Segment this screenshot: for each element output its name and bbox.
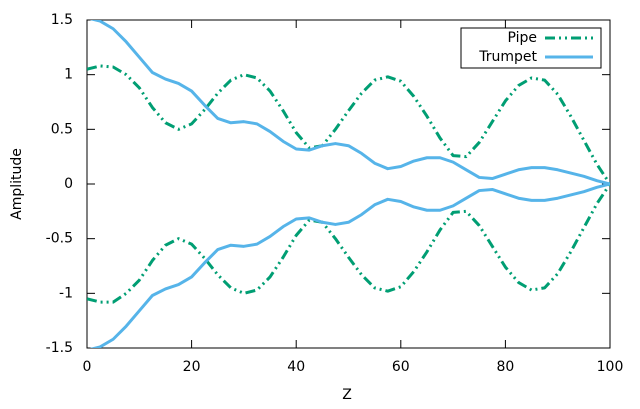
y-tick-label: 0 — [64, 176, 73, 192]
legend-label: Pipe — [507, 30, 537, 46]
series-line — [89, 20, 610, 186]
x-tick-label: 80 — [496, 359, 514, 375]
y-tick-label: 0.5 — [51, 121, 73, 137]
plot-area — [87, 20, 610, 348]
y-tick-label: 1.5 — [51, 12, 73, 28]
y-tick-label: -0.5 — [46, 231, 73, 247]
x-tick-label: 20 — [183, 359, 201, 375]
x-tick-label: 40 — [287, 359, 305, 375]
y-tick-label: 1 — [64, 67, 73, 83]
plot-frame — [86, 19, 611, 349]
x-tick-label: 60 — [392, 359, 410, 375]
series-line — [87, 64, 610, 185]
legend-box — [460, 27, 602, 69]
x-tick-label: 0 — [83, 359, 92, 375]
x-tick-label: 100 — [597, 359, 624, 375]
legend-label: Trumpet — [478, 49, 537, 65]
x-axis-label: Z — [342, 387, 352, 403]
series-line — [89, 182, 610, 348]
y-tick-label: -1.5 — [46, 340, 73, 356]
series-line — [87, 183, 610, 304]
y-axis-label: Amplitude — [9, 148, 25, 220]
y-tick-label: -1 — [59, 285, 73, 301]
